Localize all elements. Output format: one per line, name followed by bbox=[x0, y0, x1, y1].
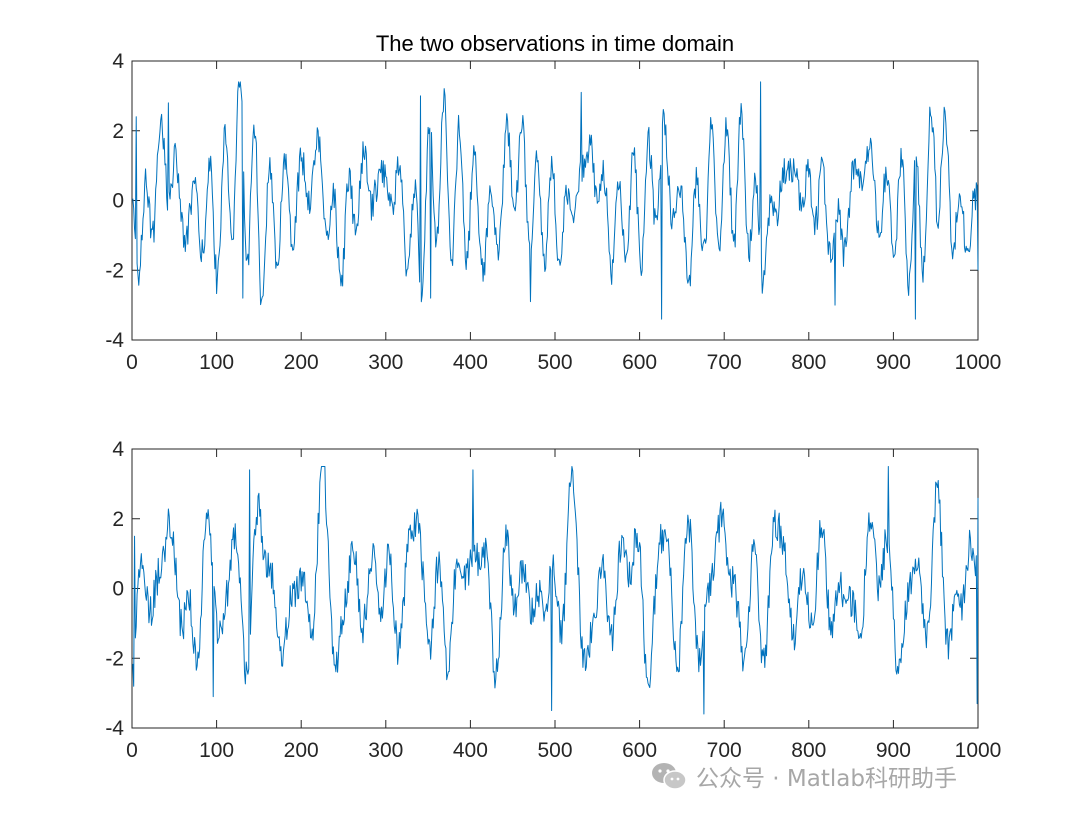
x-tick-label: 900 bbox=[876, 739, 911, 762]
x-tick-label: 400 bbox=[453, 351, 488, 374]
x-tick-label: 600 bbox=[622, 351, 657, 374]
series-group bbox=[132, 465, 979, 715]
x-tick-label: 200 bbox=[284, 739, 319, 762]
x-tick-label: 300 bbox=[368, 351, 403, 374]
y-tick-label: 4 bbox=[112, 438, 124, 461]
y-tick-label: -2 bbox=[105, 647, 124, 670]
x-tick-label: 500 bbox=[537, 739, 572, 762]
watermark-text: 公众号 · Matlab科研助手 bbox=[696, 766, 957, 792]
series-group bbox=[132, 81, 979, 320]
x-tick-label: 800 bbox=[791, 351, 826, 374]
x-tick-label: 600 bbox=[622, 739, 657, 762]
y-tick-label: 0 bbox=[112, 190, 124, 213]
x-tick-label: 500 bbox=[537, 351, 572, 374]
x-tick-label: 300 bbox=[368, 739, 403, 762]
x-tick-label: 0 bbox=[126, 351, 138, 374]
x-tick-label: 100 bbox=[199, 351, 234, 374]
ticks-group: 0 100 200 300 400 500 600 700 800 900 1000 -4 -2 0 2 4 bbox=[105, 438, 1001, 762]
x-tick-label: 1000 bbox=[955, 739, 1002, 762]
y-tick-label: -2 bbox=[105, 259, 124, 282]
x-tick-label: 100 bbox=[199, 739, 234, 762]
x-tick-label: 700 bbox=[707, 351, 742, 374]
series-line bbox=[132, 81, 979, 320]
wechat-icon bbox=[652, 763, 687, 790]
x-tick-label: 200 bbox=[284, 351, 319, 374]
x-tick-label: 0 bbox=[126, 739, 138, 762]
y-tick-label: -4 bbox=[105, 329, 124, 352]
series-line bbox=[132, 465, 979, 715]
watermark: 公众号 · Matlab科研助手 bbox=[650, 756, 957, 796]
y-tick-label: 2 bbox=[112, 120, 124, 143]
x-tick-label: 800 bbox=[791, 739, 826, 762]
y-tick-label: 4 bbox=[112, 50, 124, 73]
x-tick-label: 900 bbox=[876, 351, 911, 374]
x-tick-label: 400 bbox=[453, 739, 488, 762]
y-tick-label: 0 bbox=[112, 578, 124, 601]
x-tick-label: 1000 bbox=[955, 351, 1002, 374]
ticks-group: 0 100 200 300 400 500 600 700 800 900 1000 -4 -2 0 2 4 bbox=[105, 50, 1001, 374]
y-tick-label: -4 bbox=[105, 717, 124, 740]
subplot-1: The two observations in time domain 0 100… bbox=[105, 31, 1001, 374]
chart-title: The two observations in time domain bbox=[376, 31, 734, 56]
x-tick-label: 700 bbox=[707, 739, 742, 762]
y-tick-label: 2 bbox=[112, 508, 124, 531]
subplot-2: 0 100 200 300 400 500 600 700 800 900 1000 -4 -2 0 2 4 bbox=[105, 438, 1001, 762]
